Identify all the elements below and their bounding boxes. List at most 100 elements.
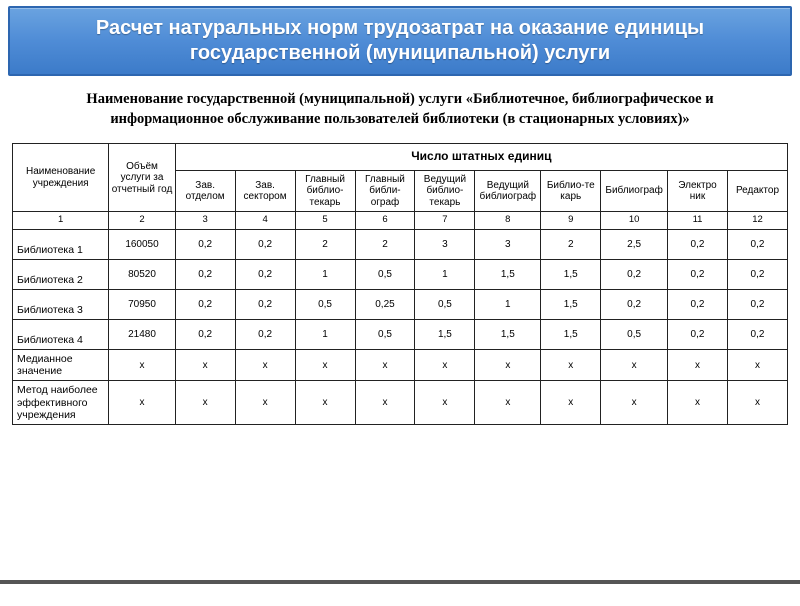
row-label: Библиотека 1 — [13, 230, 109, 260]
cell-value: 0,2 — [727, 260, 787, 290]
row-volume: 21480 — [109, 320, 175, 350]
cell-value: 1,5 — [475, 320, 541, 350]
table-row: Библиотека 3709500,20,20,50,250,511,50,2… — [13, 290, 788, 320]
cell-value: 0,5 — [415, 290, 475, 320]
cell-value: 1,5 — [415, 320, 475, 350]
row-volume: x — [109, 381, 175, 424]
cell-value: 1,5 — [475, 260, 541, 290]
page-title: Расчет натуральных норм трудозатрат на о… — [22, 16, 778, 66]
cell-value: x — [541, 350, 601, 381]
cell-value: 0,2 — [175, 260, 235, 290]
cell-value: 0,2 — [601, 290, 668, 320]
th-col: Библиограф — [601, 170, 668, 212]
row-label: Библиотека 3 — [13, 290, 109, 320]
row-volume: 70950 — [109, 290, 175, 320]
cell-value: 0,2 — [727, 230, 787, 260]
cell-value: 0,5 — [601, 320, 668, 350]
col-num: 3 — [175, 212, 235, 230]
cell-value: 0,2 — [668, 320, 728, 350]
cell-value: 0,2 — [668, 260, 728, 290]
row-label: Медианное значение — [13, 350, 109, 381]
header-row-1: Наименование учреждения Объём услуги за … — [13, 144, 788, 171]
cell-value: x — [668, 381, 728, 424]
cell-value: 0,2 — [235, 260, 295, 290]
table-row: Библиотека 4214800,20,210,51,51,51,50,50… — [13, 320, 788, 350]
col-num: 1 — [13, 212, 109, 230]
col-num: 9 — [541, 212, 601, 230]
cell-value: 0,2 — [235, 320, 295, 350]
col-num: 8 — [475, 212, 541, 230]
th-col: Зав. отделом — [175, 170, 235, 212]
cell-value: x — [727, 350, 787, 381]
cell-value: 1,5 — [541, 290, 601, 320]
table-row: Библиотека 11600500,20,2223322,50,20,2 — [13, 230, 788, 260]
cell-value: 1 — [415, 260, 475, 290]
cell-value: 2,5 — [601, 230, 668, 260]
cell-value: 0,5 — [295, 290, 355, 320]
cell-value: 2 — [541, 230, 601, 260]
th-name: Наименование учреждения — [13, 144, 109, 212]
cell-value: 0,5 — [355, 260, 415, 290]
row-volume: x — [109, 350, 175, 381]
cell-value: 1 — [295, 320, 355, 350]
cell-value: x — [668, 350, 728, 381]
col-num: 4 — [235, 212, 295, 230]
cell-value: x — [601, 350, 668, 381]
col-num: 6 — [355, 212, 415, 230]
cell-value: 0,2 — [668, 230, 728, 260]
cell-value: 1 — [475, 290, 541, 320]
table-body: Библиотека 11600500,20,2223322,50,20,2Би… — [13, 230, 788, 424]
col-num: 10 — [601, 212, 668, 230]
cell-value: 1,5 — [541, 320, 601, 350]
cell-value: 0,2 — [175, 320, 235, 350]
cell-value: 2 — [295, 230, 355, 260]
cell-value: x — [295, 381, 355, 424]
th-col: Главный библи-ограф — [355, 170, 415, 212]
th-col: Библио-те карь — [541, 170, 601, 212]
th-col: Главный библио-текарь — [295, 170, 355, 212]
cell-value: x — [235, 350, 295, 381]
row-label: Библиотека 2 — [13, 260, 109, 290]
table-container: Наименование учреждения Объём услуги за … — [0, 143, 800, 425]
th-col: Редактор — [727, 170, 787, 212]
cell-value: x — [415, 350, 475, 381]
th-col: Зав. сектором — [235, 170, 295, 212]
cell-value: 1,5 — [541, 260, 601, 290]
col-num: 12 — [727, 212, 787, 230]
th-col: Ведущий библиограф — [475, 170, 541, 212]
th-col: Электро ник — [668, 170, 728, 212]
col-num: 7 — [415, 212, 475, 230]
cell-value: 0,2 — [668, 290, 728, 320]
cell-value: x — [601, 381, 668, 424]
cell-value: 3 — [415, 230, 475, 260]
cell-value: 0,2 — [727, 290, 787, 320]
cell-value: x — [541, 381, 601, 424]
column-number-row: 1 2 3 4 5 6 7 8 9 10 11 12 — [13, 212, 788, 230]
th-col: Ведущий библио-текарь — [415, 170, 475, 212]
cell-value: x — [295, 350, 355, 381]
footer-divider — [0, 580, 800, 584]
title-bar: Расчет натуральных норм трудозатрат на о… — [8, 6, 792, 76]
row-label: Метод наиболее эффективного учреждения — [13, 381, 109, 424]
cell-value: 0,2 — [175, 290, 235, 320]
cell-value: 2 — [355, 230, 415, 260]
cell-value: x — [175, 350, 235, 381]
staff-table: Наименование учреждения Объём услуги за … — [12, 143, 788, 425]
cell-value: x — [175, 381, 235, 424]
cell-value: 1 — [295, 260, 355, 290]
col-num: 2 — [109, 212, 175, 230]
cell-value: x — [235, 381, 295, 424]
cell-value: x — [355, 350, 415, 381]
cell-value: 0,2 — [235, 290, 295, 320]
th-volume: Объём услуги за отчетный год — [109, 144, 175, 212]
cell-value: x — [355, 381, 415, 424]
cell-value: 0,2 — [601, 260, 668, 290]
cell-value: 0,5 — [355, 320, 415, 350]
cell-value: 0,2 — [235, 230, 295, 260]
cell-value: 0,2 — [727, 320, 787, 350]
col-num: 11 — [668, 212, 728, 230]
row-label: Библиотека 4 — [13, 320, 109, 350]
cell-value: 0,25 — [355, 290, 415, 320]
table-row: Метод наиболее эффективного учрежденияxx… — [13, 381, 788, 424]
subtitle: Наименование государственной (муниципаль… — [0, 86, 800, 143]
